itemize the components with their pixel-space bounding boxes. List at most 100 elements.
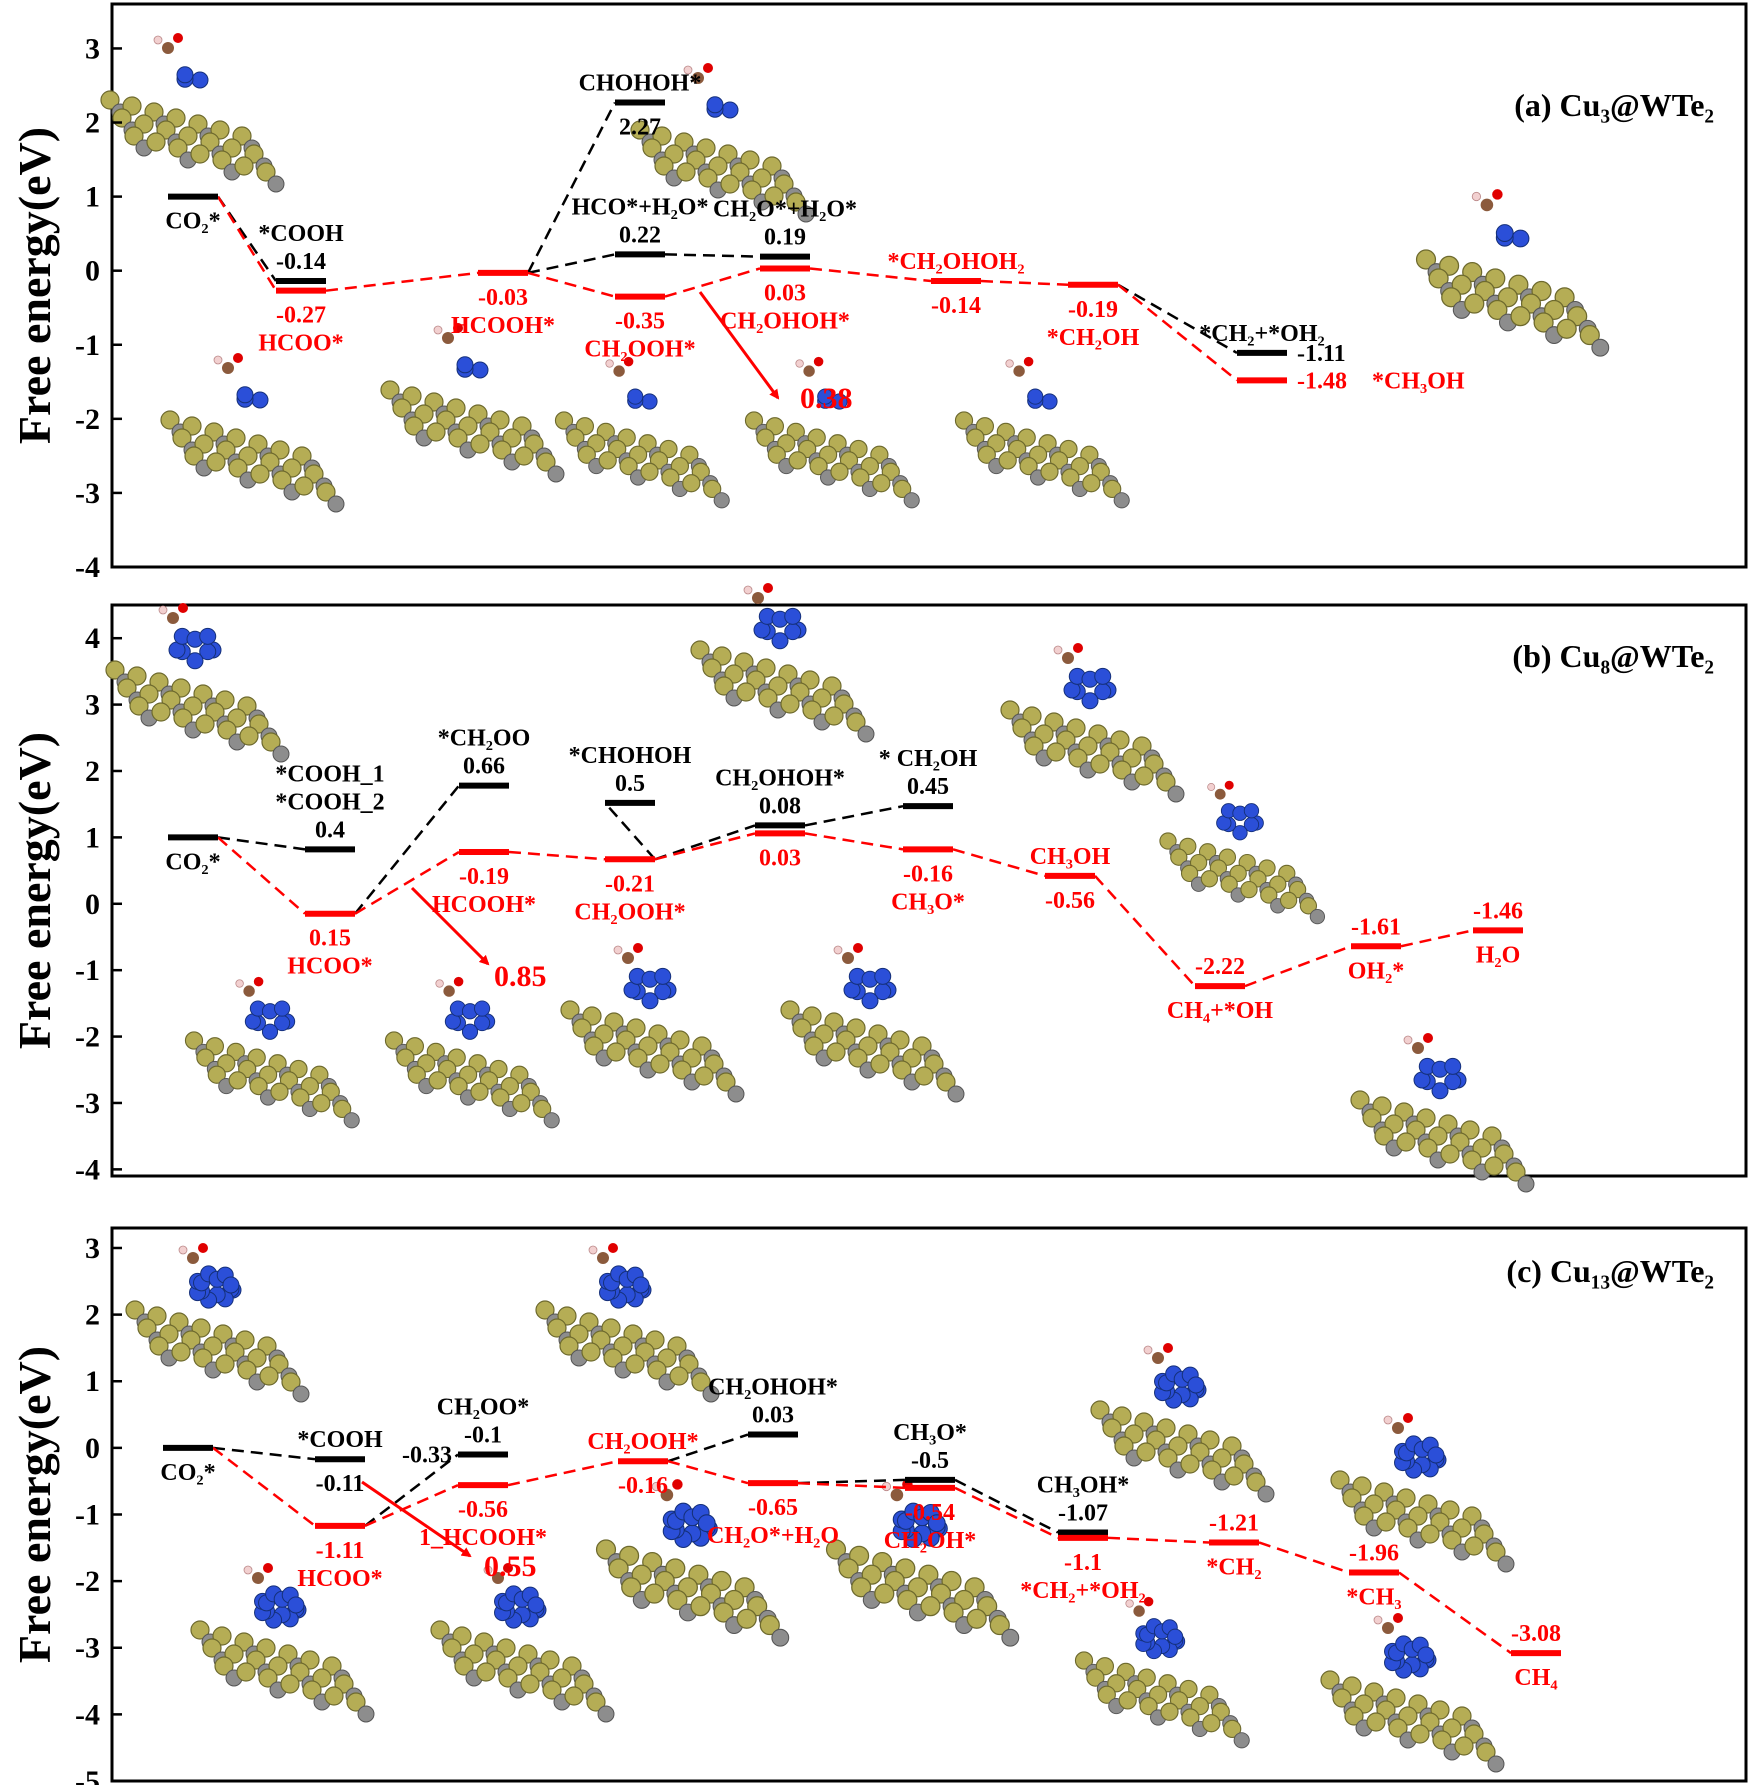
h-atom [435,979,444,988]
level-label: 0.08 [759,793,801,819]
cu-atom [1187,1376,1205,1394]
o-atom [253,976,264,987]
level-label: -1.61 [1351,914,1401,940]
te-atom [809,456,828,476]
c-atom [222,362,234,374]
w-atom [903,492,920,509]
level-label: *CH₂ [1206,1554,1261,1580]
adsorption-structure [1090,1343,1275,1503]
o-atom [1224,780,1234,790]
te-atom [851,1577,872,1598]
te-atom [454,1656,474,1676]
level-label: CH₃O* [891,889,965,915]
level-label: -1.46 [1473,898,1523,924]
te-atom [838,1558,859,1579]
y-tick-label: 2 [85,107,100,140]
adsorption-structure [630,63,815,223]
w-atom [327,495,345,513]
cu-atom [1417,1646,1435,1664]
te-atom [1442,1530,1462,1550]
w-atom [267,175,285,193]
h-atom [795,359,804,368]
te-atom [193,1348,213,1368]
pathway-connector [954,1478,1059,1534]
adsorption-structure [125,1243,310,1403]
c-atom [660,1488,674,1502]
o-atom [763,583,773,593]
y-axis-label: Free energy(eV) [9,1346,60,1663]
te-atom [430,1620,450,1640]
h-atom [743,585,753,595]
h-atom [651,1481,662,1492]
cu-atom [251,391,269,409]
te-atom [281,1372,301,1392]
te-atom [272,470,292,490]
te-atom [312,1094,331,1113]
te-atom [1342,1488,1362,1508]
te-atom [404,416,424,436]
y-tick-label: 0 [85,888,100,921]
cu-atom [527,1596,545,1614]
c-atom [1214,788,1226,800]
te-atom [392,398,412,418]
w-atom [1257,1485,1275,1503]
y-tick-label: -3 [75,1087,100,1120]
cu-atom [236,386,254,404]
level-label: -0.5 [911,1448,949,1474]
y-tick-label: 3 [85,689,100,722]
te-atom [1086,1668,1105,1687]
pathway-connector [508,850,606,861]
te-atom [736,1608,757,1629]
o-atom [1163,1343,1173,1353]
c-atom [597,1252,609,1264]
cu-atom [287,1596,305,1614]
te-atom [1506,1162,1526,1182]
w-atom [1497,1555,1515,1573]
te-atom [998,451,1017,470]
te-atom [129,696,149,716]
o-atom [608,1243,618,1253]
te-atom [572,1018,592,1038]
te-atom [1160,1702,1179,1721]
pathway-connector [667,1459,749,1485]
te-atom [1462,1150,1482,1170]
w-atom [1591,338,1610,357]
te-atom [780,1000,800,1020]
te-atom [1454,1736,1474,1756]
cu-atom [817,388,834,405]
h-atom [158,605,168,615]
te-atom [581,1342,601,1362]
te-atom [824,706,844,726]
y-tick-label: -1 [75,329,100,362]
te-atom [1556,318,1577,339]
w-atom [1001,1628,1020,1647]
level-label: *COOH_1 [275,761,384,787]
te-atom [830,462,849,481]
te-atom [1441,287,1462,308]
cu-atom [697,1514,716,1533]
adsorption-structure [535,1243,720,1403]
te-atom [149,1336,169,1356]
level-label: HCOO* [258,331,343,357]
barrier-arrow [698,291,780,400]
cu-atom [1444,1057,1462,1075]
level-label: -0.21 [605,871,655,897]
te-atom [195,714,215,734]
te-atom [333,1099,352,1119]
cu-atom [721,101,739,119]
te-atom [720,174,740,194]
w-atom [1113,492,1130,509]
h-atom [153,35,163,45]
te-atom [1074,1651,1094,1670]
te-atom [1000,700,1020,720]
te-atom [1202,1460,1222,1480]
te-atom [1420,1524,1440,1544]
cu-atom [461,1023,479,1040]
plot-frame [110,2,1748,569]
adsorption-structure [554,356,730,509]
level-label: HCOO* [297,1566,382,1592]
level-label: -0.16 [618,1473,668,1499]
c-atom [890,1488,904,1502]
te-atom [137,1318,157,1338]
te-atom [954,411,974,430]
